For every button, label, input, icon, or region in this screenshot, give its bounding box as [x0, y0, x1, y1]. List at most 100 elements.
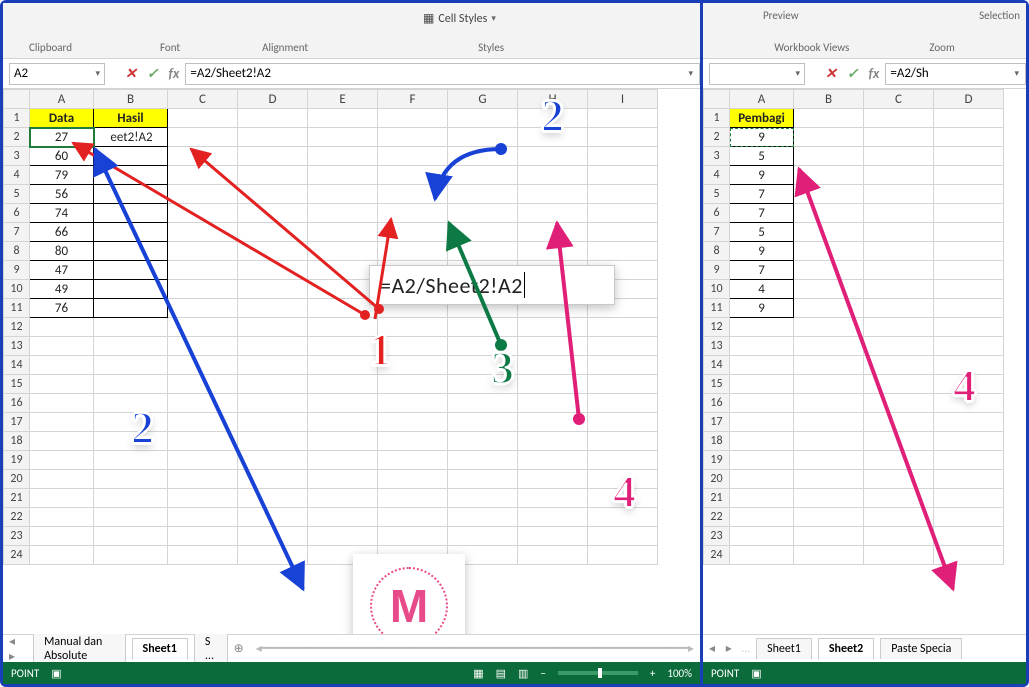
cell[interactable]: [238, 527, 308, 546]
cell[interactable]: [378, 185, 448, 204]
col-header[interactable]: B: [94, 90, 168, 109]
sheet-left-table[interactable]: ABCDEFGHI1DataHasil227eet2!A236047955667…: [3, 89, 658, 565]
row-header[interactable]: 9: [4, 261, 30, 280]
cell[interactable]: [378, 451, 448, 470]
cell[interactable]: 9: [730, 128, 794, 147]
cell[interactable]: [94, 318, 168, 337]
cell[interactable]: Hasil: [94, 109, 168, 128]
cell[interactable]: [378, 489, 448, 508]
cell[interactable]: [168, 413, 238, 432]
formula-input-left[interactable]: =A2/Sheet2!A2: [185, 63, 700, 85]
cell[interactable]: [378, 147, 448, 166]
cell[interactable]: [864, 394, 934, 413]
cell[interactable]: [238, 508, 308, 527]
cell[interactable]: [30, 394, 94, 413]
cell[interactable]: [238, 337, 308, 356]
cell[interactable]: [448, 432, 518, 451]
cell[interactable]: [308, 261, 378, 280]
row-header[interactable]: 11: [704, 299, 730, 318]
cell[interactable]: [94, 166, 168, 185]
row-header[interactable]: 22: [704, 508, 730, 527]
cell[interactable]: 66: [30, 223, 94, 242]
cell[interactable]: 76: [30, 299, 94, 318]
cell[interactable]: [588, 223, 658, 242]
cell[interactable]: [864, 375, 934, 394]
row-header[interactable]: 22: [4, 508, 30, 527]
cell[interactable]: [934, 489, 1004, 508]
row-header[interactable]: 2: [4, 128, 30, 147]
cell[interactable]: [730, 413, 794, 432]
cell[interactable]: [864, 299, 934, 318]
cell[interactable]: [588, 337, 658, 356]
cell[interactable]: [730, 356, 794, 375]
cell[interactable]: [94, 299, 168, 318]
cell[interactable]: [30, 318, 94, 337]
row-header[interactable]: 7: [704, 223, 730, 242]
cell[interactable]: [378, 527, 448, 546]
cell[interactable]: [864, 470, 934, 489]
cell[interactable]: [30, 356, 94, 375]
cell[interactable]: [794, 337, 864, 356]
cell[interactable]: [934, 451, 1004, 470]
cell[interactable]: [448, 318, 518, 337]
cell[interactable]: [934, 432, 1004, 451]
cell[interactable]: [730, 546, 794, 565]
cell[interactable]: [934, 318, 1004, 337]
tab-s-more[interactable]: S ...: [194, 631, 228, 666]
cell[interactable]: [94, 470, 168, 489]
cell[interactable]: [518, 356, 588, 375]
cell[interactable]: [518, 508, 588, 527]
cell[interactable]: [588, 185, 658, 204]
cell[interactable]: [794, 318, 864, 337]
cell[interactable]: [448, 508, 518, 527]
cell[interactable]: [308, 185, 378, 204]
cell[interactable]: 4: [730, 280, 794, 299]
cell[interactable]: [30, 375, 94, 394]
cell[interactable]: [518, 394, 588, 413]
cell[interactable]: [308, 128, 378, 147]
cell[interactable]: [934, 185, 1004, 204]
view-break-icon[interactable]: ▥: [518, 667, 528, 680]
cell[interactable]: [168, 299, 238, 318]
cell[interactable]: [94, 527, 168, 546]
cell[interactable]: [588, 242, 658, 261]
col-header[interactable]: C: [168, 90, 238, 109]
cell[interactable]: [30, 546, 94, 565]
cell[interactable]: [588, 375, 658, 394]
col-header[interactable]: A: [30, 90, 94, 109]
cell[interactable]: 5: [730, 147, 794, 166]
cell[interactable]: [934, 109, 1004, 128]
cell[interactable]: [518, 318, 588, 337]
cell[interactable]: [378, 413, 448, 432]
row-header[interactable]: 10: [704, 280, 730, 299]
cell[interactable]: [518, 242, 588, 261]
cell[interactable]: [238, 128, 308, 147]
cell[interactable]: [794, 242, 864, 261]
cell[interactable]: [238, 413, 308, 432]
cell[interactable]: [518, 527, 588, 546]
row-header[interactable]: 12: [704, 318, 730, 337]
cell[interactable]: [588, 128, 658, 147]
cell[interactable]: [794, 280, 864, 299]
cell[interactable]: [730, 375, 794, 394]
cell[interactable]: [934, 261, 1004, 280]
cell[interactable]: [238, 470, 308, 489]
name-box-left[interactable]: A2: [9, 63, 105, 85]
cell[interactable]: [238, 223, 308, 242]
cell[interactable]: [588, 356, 658, 375]
tab-nav-icons[interactable]: ◂ ▸: [9, 634, 27, 664]
cell[interactable]: [238, 280, 308, 299]
cell[interactable]: [168, 128, 238, 147]
cell[interactable]: [238, 394, 308, 413]
cell[interactable]: [588, 204, 658, 223]
cell[interactable]: [238, 489, 308, 508]
row-header[interactable]: 20: [704, 470, 730, 489]
macro-icon[interactable]: ▣: [51, 667, 61, 680]
cell[interactable]: [94, 147, 168, 166]
tab-sheet2-r[interactable]: Sheet2: [818, 638, 874, 660]
cell[interactable]: [378, 242, 448, 261]
cell[interactable]: [30, 527, 94, 546]
cell[interactable]: [730, 451, 794, 470]
cell[interactable]: [448, 185, 518, 204]
cell[interactable]: [448, 204, 518, 223]
